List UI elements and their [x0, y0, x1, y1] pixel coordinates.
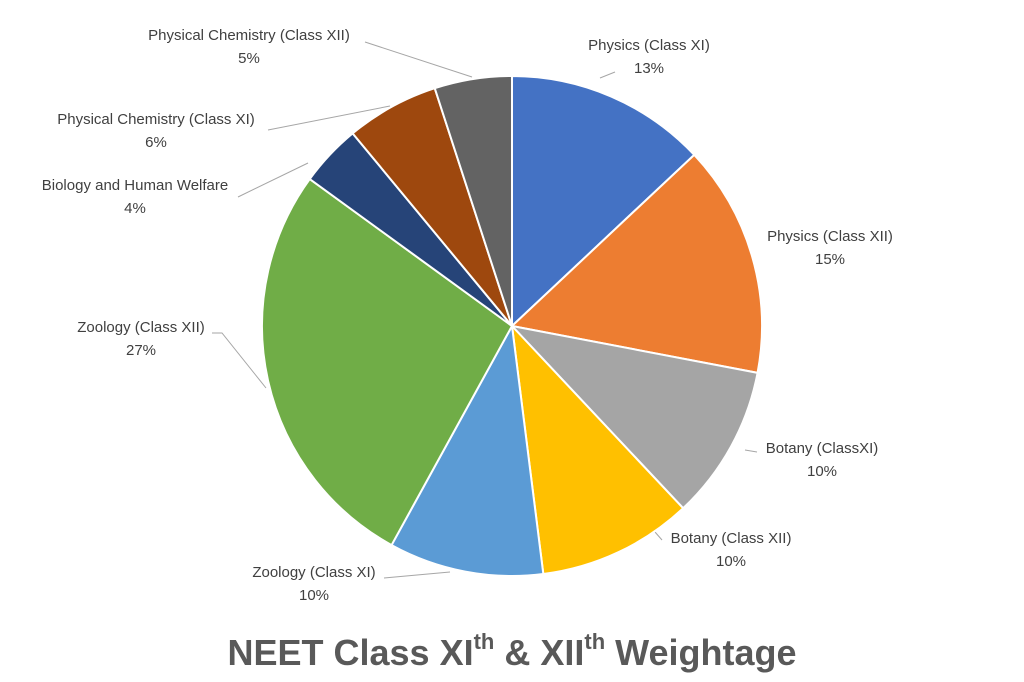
slice-label: Botany (ClassXI) — [766, 440, 879, 457]
slice-value-label: 10% — [807, 463, 837, 480]
title-superscript: th — [474, 629, 495, 654]
pie-slice — [510, 323, 685, 576]
pie-slice — [509, 153, 763, 375]
slice-label: Biology and Human Welfare — [42, 177, 229, 194]
slice-value-label: 5% — [238, 50, 260, 67]
chart-title: NEET Class XIth & XIIth Weightage — [227, 629, 796, 673]
leader-line — [654, 531, 663, 541]
leader-line — [237, 162, 309, 198]
leader-line — [744, 449, 758, 453]
leader-line — [267, 105, 391, 131]
slice-value-label: 15% — [815, 251, 845, 268]
slice-label: Physical Chemistry (Class XI) — [57, 111, 255, 128]
leader-line — [383, 571, 451, 579]
slice-value-label: 10% — [299, 587, 329, 604]
pie-slice — [261, 177, 514, 547]
leader-line — [599, 71, 616, 79]
slice-value-label: 13% — [634, 60, 664, 77]
title-superscript: th — [584, 629, 605, 654]
pie-slice — [390, 322, 545, 577]
pie-slice — [511, 74, 696, 329]
slice-value-label: 10% — [716, 553, 746, 570]
slice-value-label: 6% — [145, 134, 167, 151]
slice-value-label: 27% — [126, 342, 156, 359]
slice-label: Zoology (Class XI) — [252, 564, 375, 581]
pie-slice — [509, 324, 759, 510]
slice-label: Physics (Class XII) — [767, 228, 893, 245]
title-text: & XII — [494, 632, 584, 673]
slice-label: Botany (Class XII) — [671, 530, 792, 547]
leader-line — [212, 332, 267, 389]
pie-slice — [433, 74, 513, 327]
slice-label: Zoology (Class XII) — [77, 319, 205, 336]
slice-label: Physics (Class XI) — [588, 37, 710, 54]
slice-value-label: 4% — [124, 200, 146, 217]
title-text: Weightage — [605, 632, 796, 673]
slice-label: Physical Chemistry (Class XII) — [148, 27, 350, 44]
title-text: NEET Class XI — [227, 632, 473, 673]
leader-line — [364, 41, 473, 78]
